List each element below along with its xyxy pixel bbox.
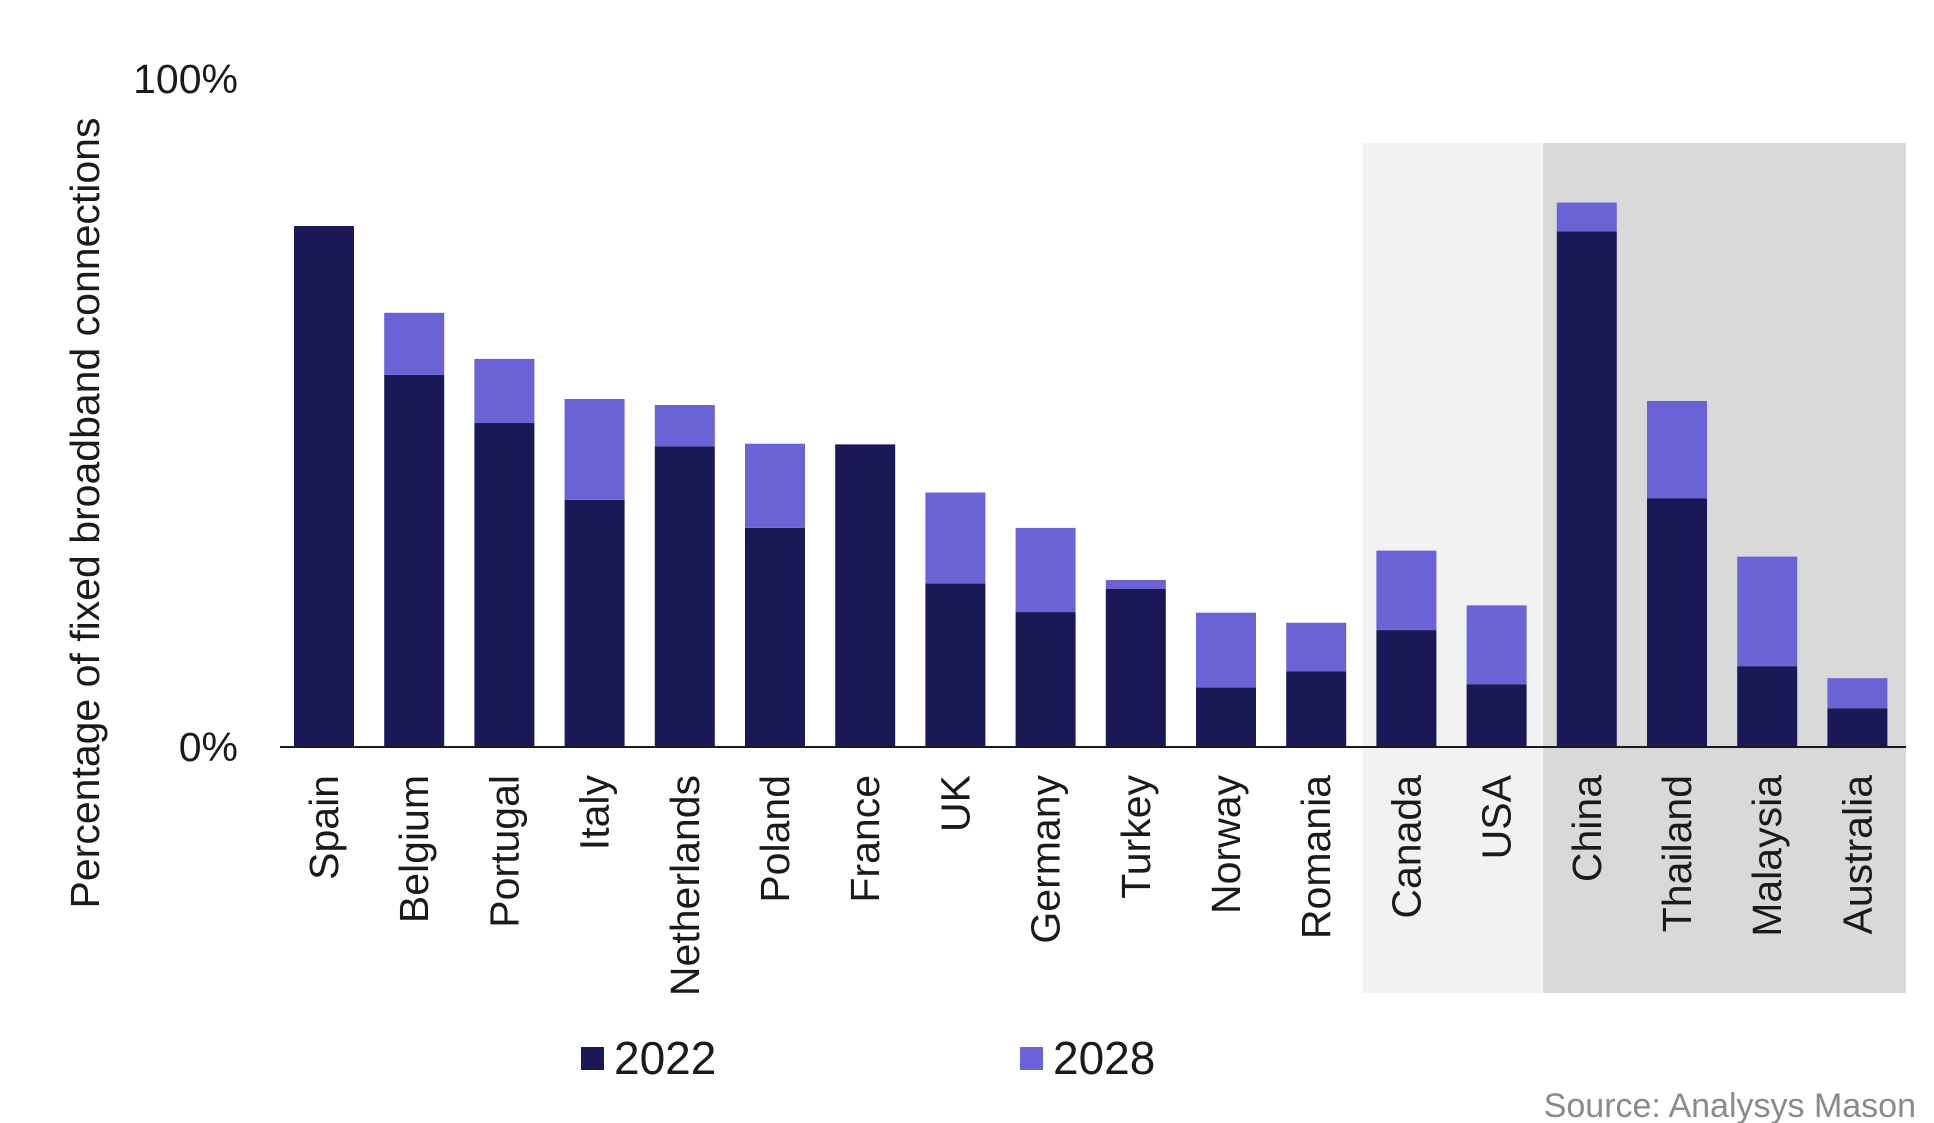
category-label-thailand: Thailand — [1654, 775, 1700, 932]
bar-netherlands-2028 — [654, 404, 715, 447]
bar-romania-2022 — [1286, 671, 1347, 747]
bar-spain-2022 — [294, 225, 354, 747]
category-label-turkey: Turkey — [1113, 775, 1159, 899]
bar-australia-2022 — [1827, 708, 1888, 747]
bar-italy-2028 — [564, 398, 625, 500]
bar-romania-2028 — [1286, 622, 1347, 672]
source-note: Source: Analysys Mason — [1544, 1087, 1916, 1123]
bar-poland-2028 — [745, 443, 805, 528]
bar-norway-2028 — [1196, 612, 1256, 688]
category-label-usa: USA — [1474, 774, 1520, 859]
category-label-france: France — [842, 775, 888, 903]
legend: 2022 2028 — [581, 1032, 1155, 1084]
category-label-netherlands: Netherlands — [662, 775, 708, 996]
bar-italy-2022 — [564, 499, 625, 747]
bar-portugal-2028 — [474, 358, 535, 424]
category-label-poland: Poland — [752, 775, 798, 903]
bar-uk-2022 — [925, 583, 986, 747]
bar-canada-2028 — [1376, 550, 1437, 631]
category-label-italy: Italy — [572, 775, 618, 851]
category-label-china: China — [1564, 775, 1610, 882]
legend-label-2022: 2022 — [614, 1032, 716, 1084]
category-label-germany: Germany — [1023, 775, 1069, 944]
highlight-bands — [1362, 143, 1906, 993]
bar-turkey-2028 — [1105, 580, 1166, 589]
y-tick-label: 0% — [179, 724, 238, 770]
bar-china-2028 — [1556, 202, 1617, 232]
bar-belgium-2022 — [384, 374, 445, 747]
bar-thailand-2022 — [1647, 498, 1707, 747]
category-label-canada: Canada — [1383, 775, 1429, 919]
bar-poland-2022 — [745, 527, 805, 747]
category-label-spain: Spain — [301, 775, 347, 880]
bar-norway-2022 — [1196, 687, 1256, 747]
bar-australia-2028 — [1827, 678, 1888, 709]
bar-usa-2028 — [1466, 605, 1527, 685]
y-tick-label: 100% — [133, 56, 238, 102]
bar-malaysia-2022 — [1737, 666, 1798, 747]
bar-portugal-2022 — [474, 423, 535, 747]
bar-thailand-2028 — [1647, 400, 1707, 499]
bar-malaysia-2028 — [1737, 556, 1798, 667]
bar-uk-2028 — [925, 492, 986, 584]
legend-label-2028: 2028 — [1053, 1032, 1155, 1084]
bar-belgium-2028 — [384, 312, 445, 375]
bar-france-2022 — [835, 444, 896, 747]
legend-swatch-2022 — [581, 1047, 604, 1070]
bar-canada-2022 — [1376, 630, 1437, 747]
category-label-australia: Australia — [1834, 775, 1880, 935]
category-label-romania: Romania — [1293, 775, 1339, 939]
category-label-portugal: Portugal — [481, 775, 527, 928]
bar-usa-2022 — [1466, 684, 1527, 747]
bar-china-2022 — [1556, 231, 1617, 747]
bar-germany-2022 — [1015, 612, 1076, 747]
bar-germany-2028 — [1015, 527, 1076, 613]
legend-swatch-2028 — [1020, 1047, 1043, 1070]
bar-netherlands-2022 — [654, 446, 715, 747]
category-labels: Spain Belgium Portugal Italy Netherlands Pola… — [301, 774, 1880, 996]
y-axis-label: Percentage of fixed broadband connection… — [62, 118, 108, 909]
category-label-malaysia: Malaysia — [1744, 775, 1790, 937]
category-label-uk: UK — [932, 775, 978, 832]
bars-layer — [294, 202, 1888, 747]
category-label-belgium: Belgium — [391, 775, 437, 923]
y-ticks: 0% 100% — [133, 56, 238, 770]
category-label-norway: Norway — [1203, 775, 1249, 914]
bar-turkey-2022 — [1105, 588, 1166, 747]
